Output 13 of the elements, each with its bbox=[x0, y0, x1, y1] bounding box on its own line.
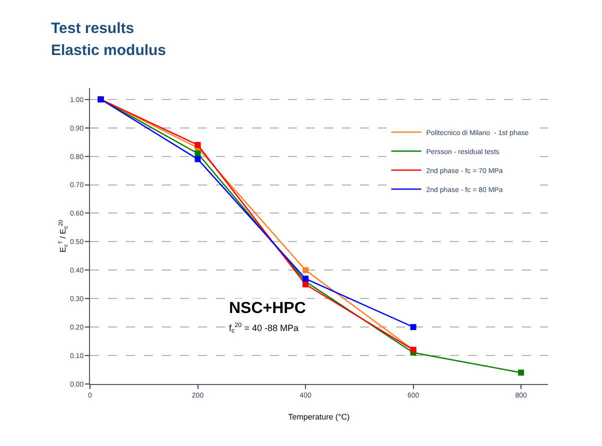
chart-title: Test results bbox=[51, 20, 134, 37]
point bbox=[194, 142, 201, 148]
point bbox=[302, 281, 309, 288]
chart-subtitle: Elastic modulus bbox=[51, 42, 166, 59]
annotation: NSC+HPC bbox=[229, 300, 306, 317]
point bbox=[302, 267, 309, 274]
x-axis-title: Temperature (°C) bbox=[288, 412, 350, 422]
point bbox=[194, 150, 201, 156]
point bbox=[518, 370, 524, 376]
point bbox=[302, 276, 309, 282]
annotation: f$_{c}$$^{20}$ = 40 -88 MPa bbox=[229, 322, 298, 335]
point bbox=[410, 324, 416, 330]
point bbox=[194, 156, 201, 162]
